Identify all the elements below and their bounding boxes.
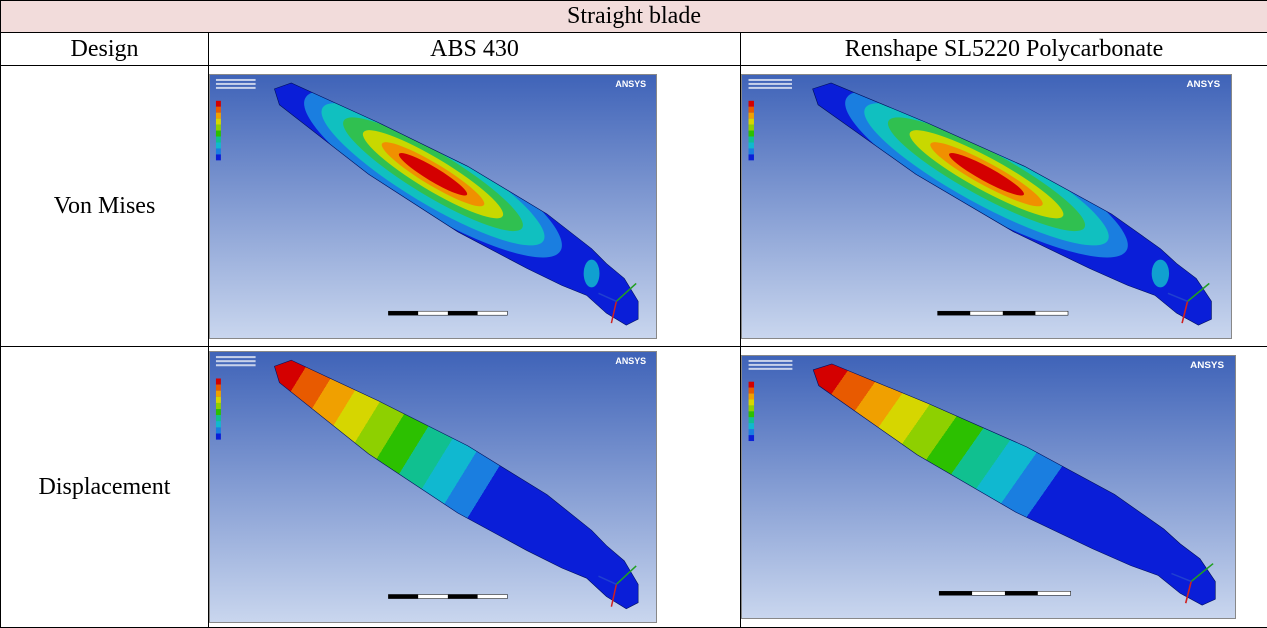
legend-swatch (216, 385, 221, 391)
figure: ANSYS (741, 74, 1267, 339)
page: html, body { margin: 0; padding: 0; back… (0, 0, 1267, 628)
logo: ANSYS (1186, 79, 1220, 89)
legend-swatch (216, 379, 221, 385)
header-text-stub (749, 87, 792, 89)
legend-swatch (749, 154, 754, 160)
legend-swatch (216, 113, 221, 119)
legend-swatch (749, 113, 754, 119)
legend-swatch (749, 107, 754, 113)
legend-swatch (216, 397, 221, 403)
row-label: Von Mises (1, 66, 209, 347)
header-text-stub (749, 368, 793, 370)
figure: ANSYS (209, 351, 740, 623)
legend-swatch (749, 417, 754, 423)
header-text-stub (749, 364, 793, 366)
legend-swatch (216, 421, 221, 427)
legend-swatch (216, 409, 221, 415)
legend-swatch (216, 391, 221, 397)
legend-swatch (216, 154, 221, 160)
table-row: Displacement ANSYS ANSYS (1, 347, 1267, 628)
legend-swatch (216, 403, 221, 409)
scale-bar (1003, 311, 1036, 315)
header-text-stub (216, 83, 256, 85)
header-text-stub (216, 356, 256, 358)
table-row: Von Mises ANSYS ANSYS (1, 66, 1267, 347)
logo: ANSYS (615, 356, 646, 366)
header-text-stub (216, 79, 256, 81)
header-text-stub (216, 360, 256, 362)
page-body: {"table": { "title": "Straight blade", "… (0, 0, 1267, 628)
legend-swatch (216, 124, 221, 130)
table-title: Straight blade (1, 1, 1267, 33)
scale-bar (1005, 591, 1038, 595)
scale-bar (448, 311, 478, 315)
legend-swatch (749, 382, 754, 388)
scale-bar (448, 595, 478, 599)
legend-swatch (749, 388, 754, 394)
logo: ANSYS (1190, 359, 1224, 369)
logo: ANSYS (615, 79, 646, 89)
legend-swatch (216, 434, 221, 440)
header-text-stub (216, 364, 256, 366)
header-text-stub (749, 83, 792, 85)
legend-swatch (749, 394, 754, 400)
legend-swatch (749, 411, 754, 417)
contour (584, 259, 600, 287)
image-cell: ANSYS (209, 347, 741, 628)
legend-swatch (749, 429, 754, 435)
legend-swatch (749, 101, 754, 107)
header-cell: Renshape SL5220 Polycarbonate (741, 33, 1267, 66)
legend-swatch (216, 148, 221, 154)
legend-swatch (749, 130, 754, 136)
legend-swatch (749, 142, 754, 148)
row-label: Displacement (1, 347, 209, 628)
simulation-image: ANSYS (209, 351, 657, 623)
header-row: Design ABS 430 Renshape SL5220 Polycarbo… (1, 33, 1267, 66)
simulation-image: ANSYS (741, 355, 1236, 619)
legend-swatch (749, 400, 754, 406)
scale-bar (388, 595, 418, 599)
legend-swatch (216, 142, 221, 148)
image-cell: ANSYS (741, 66, 1267, 347)
contour (1152, 259, 1169, 287)
legend-swatch (216, 101, 221, 107)
legend-swatch (216, 118, 221, 124)
scale-bar (939, 591, 972, 595)
title-row: Straight blade (1, 1, 1267, 33)
image-cell: ANSYS (741, 347, 1267, 628)
figure: ANSYS (741, 355, 1267, 619)
legend-swatch (216, 136, 221, 142)
legend-swatch (749, 124, 754, 130)
header-text-stub (749, 360, 793, 362)
header-cell: Design (1, 33, 209, 66)
scale-bar (938, 311, 971, 315)
header-text-stub (749, 79, 792, 81)
simulation-image: ANSYS (209, 74, 657, 339)
header-cell: ABS 430 (209, 33, 741, 66)
legend-swatch (749, 435, 754, 441)
legend-swatch (749, 148, 754, 154)
legend-swatch (216, 130, 221, 136)
results-table: Straight blade Design ABS 430 Renshape S… (0, 0, 1267, 628)
legend-swatch (749, 118, 754, 124)
legend-swatch (216, 427, 221, 433)
legend-swatch (749, 136, 754, 142)
image-cell: ANSYS (209, 66, 741, 347)
legend-swatch (216, 107, 221, 113)
legend-swatch (216, 415, 221, 421)
figure: ANSYS (209, 74, 740, 339)
legend-swatch (749, 423, 754, 429)
scale-bar (388, 311, 418, 315)
header-text-stub (216, 87, 256, 89)
simulation-image: ANSYS (741, 74, 1232, 339)
legend-swatch (749, 406, 754, 412)
